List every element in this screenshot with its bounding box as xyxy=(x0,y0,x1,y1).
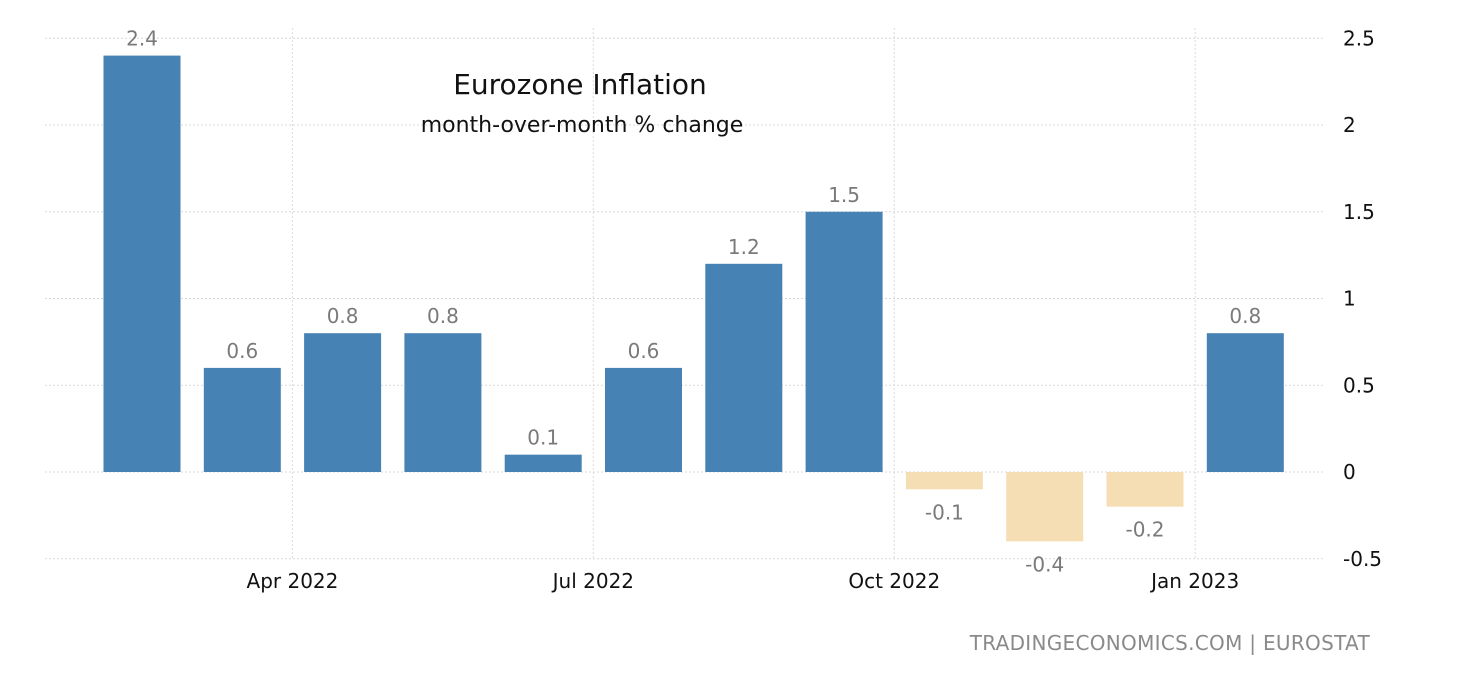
chart-title: Eurozone Inflation xyxy=(453,68,707,101)
bar-value-label: -0.1 xyxy=(925,500,964,524)
y-tick-label: 1.5 xyxy=(1343,200,1375,224)
bar xyxy=(605,367,682,472)
x-tick-label: Oct 2022 xyxy=(848,569,940,593)
x-tick-label: Jul 2022 xyxy=(551,569,634,593)
bar xyxy=(1106,472,1184,507)
x-tick-label: Jan 2023 xyxy=(1149,569,1239,593)
bar-value-label: 0.6 xyxy=(628,339,660,363)
bar xyxy=(905,472,983,490)
bar-value-label: 0.6 xyxy=(226,339,258,363)
bar xyxy=(1206,333,1284,472)
y-tick-label: -0.5 xyxy=(1343,547,1382,571)
bar xyxy=(404,333,482,472)
bar-value-label: 2.4 xyxy=(126,27,158,51)
y-tick-label: 2.5 xyxy=(1343,26,1375,50)
bar-value-label: 1.5 xyxy=(828,183,860,207)
bar-value-label: 0.1 xyxy=(527,426,559,450)
y-tick-label: 0 xyxy=(1343,460,1356,484)
bar-value-label: 0.8 xyxy=(1229,304,1261,328)
bar xyxy=(304,333,382,472)
data-labels: 2.4 0.6 0.8 0.8 0.1 0.6 1.2 1.5 -0.1 -0.4 -0.2 0.8 xyxy=(126,27,1261,577)
bar-value-label: -0.2 xyxy=(1125,518,1164,542)
bar-value-label: -0.4 xyxy=(1025,552,1064,576)
y-tick-label: 1 xyxy=(1343,287,1356,311)
bar-value-label: 0.8 xyxy=(427,304,459,328)
y-axis-ticks: 2.5 2 1.5 1 0.5 0 -0.5 xyxy=(1343,26,1382,571)
y-tick-label: 0.5 xyxy=(1343,373,1375,397)
bar xyxy=(705,263,783,472)
bar xyxy=(103,55,181,472)
bar xyxy=(203,367,281,472)
x-axis-ticks: Apr 2022 Jul 2022 Oct 2022 Jan 2023 xyxy=(247,569,1240,593)
gridlines xyxy=(45,28,1325,560)
bar xyxy=(504,454,582,472)
bar-value-label: 1.2 xyxy=(728,235,760,259)
chart-subtitle: month-over-month % change xyxy=(421,113,744,138)
bar xyxy=(1006,472,1084,542)
source-credit: TRADINGECONOMICS.COM | EUROSTAT xyxy=(969,631,1371,655)
bar-value-label: 0.8 xyxy=(327,304,359,328)
bars xyxy=(103,55,1284,542)
bar xyxy=(805,211,883,472)
x-tick-label: Apr 2022 xyxy=(247,569,339,593)
y-tick-label: 2 xyxy=(1343,113,1356,137)
